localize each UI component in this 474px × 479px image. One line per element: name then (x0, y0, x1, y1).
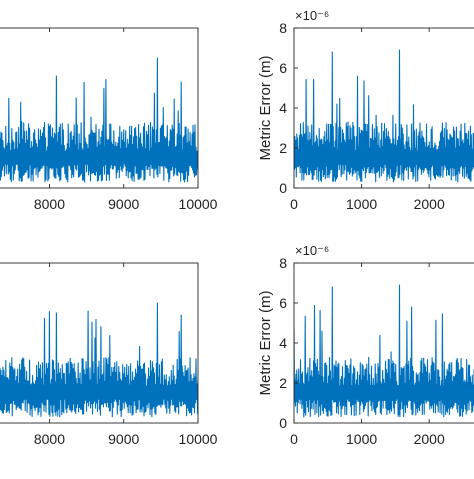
x-tick-label: 2000 (414, 196, 445, 212)
y-tick-label: 6 (279, 295, 287, 311)
chart-panel-top-left: 8000 9000 10000 (0, 27, 218, 212)
y-axis-label: Metric Error (m) (257, 56, 274, 161)
x-tick-label: 0 (290, 431, 298, 447)
x-tick-label: 8000 (34, 196, 65, 212)
axes-box (0, 27, 199, 189)
data-series-line (0, 57, 198, 183)
x-tick-label: 10000 (179, 196, 218, 212)
y-tick-label: 2 (279, 375, 287, 391)
x-tick-label: 0 (290, 196, 298, 212)
x-tick-label: 1000 (346, 196, 377, 212)
y-tick-label: 0 (279, 415, 287, 431)
y-tick-label: 6 (279, 60, 287, 76)
y-tick-label: 8 (279, 20, 287, 36)
data-series-line (294, 49, 474, 183)
x-tick-label: 1000 (346, 431, 377, 447)
y-exponent-label: ×10⁻⁶ (295, 243, 329, 258)
y-tick-label: 8 (279, 255, 287, 271)
y-exponent-label: ×10⁻⁶ (295, 8, 329, 23)
data-series-line (0, 302, 198, 418)
y-tick-label: 2 (279, 140, 287, 156)
x-tick-label: 9000 (108, 196, 139, 212)
y-axis-label: Metric Error (m) (257, 291, 274, 396)
x-tick-label: 9000 (108, 431, 139, 447)
data-series-line (294, 284, 474, 418)
x-tick-label: 2000 (414, 431, 445, 447)
y-tick-label: 4 (279, 335, 287, 351)
x-tick-label: 8000 (34, 431, 65, 447)
chart-panel-top-right: 0 1000 2000 0 2 4 6 8 Metric Error (m) ×10⁻⁶ (257, 8, 474, 212)
chart-panel-bottom-right: 0 1000 2000 0 2 4 6 8 Metric Error (m) ×10⁻⁶ (257, 243, 474, 447)
axes-box (0, 262, 199, 424)
chart-panel-bottom-left: 8000 9000 10000 (0, 262, 218, 447)
y-tick-label: 0 (279, 180, 287, 196)
x-tick-label: 10000 (179, 431, 218, 447)
y-tick-label: 4 (279, 100, 287, 116)
